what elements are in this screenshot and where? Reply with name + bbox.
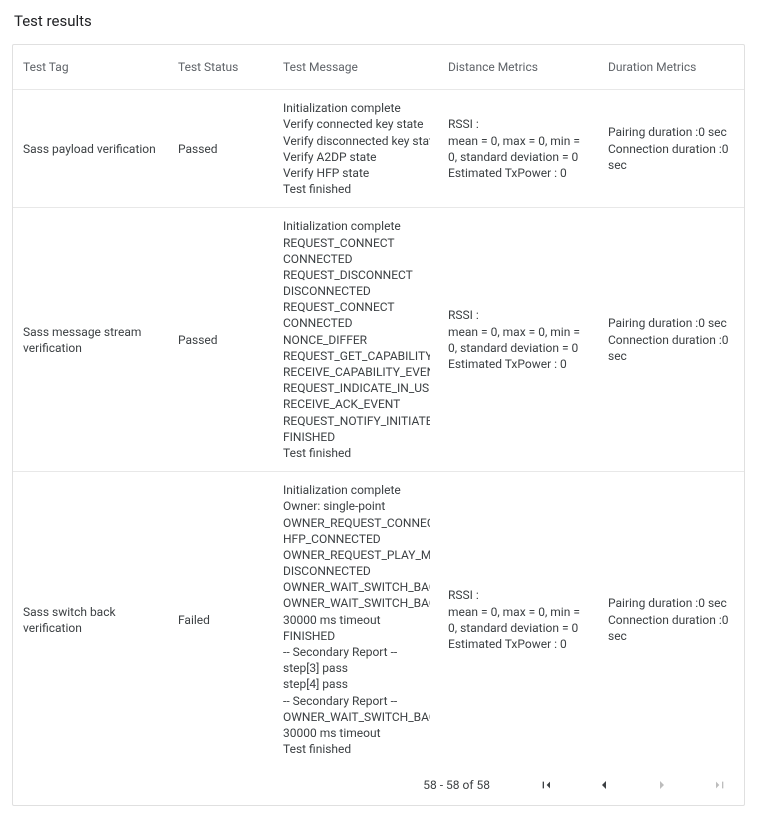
first-page-icon bbox=[538, 777, 554, 793]
col-test-tag: Test Tag bbox=[13, 45, 168, 90]
message-line: DISCONNECTED bbox=[283, 563, 430, 579]
message-line: Test finished bbox=[283, 181, 430, 197]
cell-test-tag: Sass switch back verification bbox=[13, 472, 168, 768]
message-line: OWNER_WAIT_SWITCH_BACK bbox=[283, 709, 430, 725]
distance-line: mean = 0, max = 0, min = 0, standard dev… bbox=[448, 133, 590, 165]
table-row: Sass switch back verificationFailedIniti… bbox=[13, 472, 744, 768]
message-line: OWNER_WAIT_SWITCH_BACK bbox=[283, 579, 430, 595]
cell-test-message: Initialization completeREQUEST_CONNECTCO… bbox=[273, 208, 438, 472]
message-line: OWNER_REQUEST_CONNECT bbox=[283, 515, 430, 531]
distance-line: mean = 0, max = 0, min = 0, standard dev… bbox=[448, 604, 590, 636]
message-line: REQUEST_DISCONNECT bbox=[283, 267, 430, 283]
message-line: 30000 ms timeout bbox=[283, 612, 430, 628]
message-line: FINISHED bbox=[283, 628, 430, 644]
distance-line: Estimated TxPower : 0 bbox=[448, 165, 590, 181]
col-test-message: Test Message bbox=[273, 45, 438, 90]
duration-line: Connection duration :0 sec bbox=[608, 332, 736, 364]
cell-distance-metrics: RSSI :mean = 0, max = 0, min = 0, standa… bbox=[438, 208, 598, 472]
page-title: Test results bbox=[14, 12, 745, 30]
message-line: -- Secondary Report -- bbox=[283, 693, 430, 709]
cell-duration-metrics: Pairing duration :0 secConnection durati… bbox=[598, 90, 744, 208]
cell-test-tag: Sass message stream verification bbox=[13, 208, 168, 472]
message-line: step[3] pass bbox=[283, 660, 430, 676]
message-line: REQUEST_GET_CAPABILITY bbox=[283, 348, 430, 364]
cell-distance-metrics: RSSI :mean = 0, max = 0, min = 0, standa… bbox=[438, 472, 598, 768]
cell-test-message: Initialization completeOwner: single-poi… bbox=[273, 472, 438, 768]
cell-test-status: Passed bbox=[168, 90, 273, 208]
message-line: Initialization complete bbox=[283, 482, 430, 498]
message-line: REQUEST_CONNECT bbox=[283, 299, 430, 315]
distance-line: RSSI : bbox=[448, 116, 590, 132]
message-line: step[4] pass bbox=[283, 676, 430, 692]
distance-line: RSSI : bbox=[448, 307, 590, 323]
message-line: Test finished bbox=[283, 445, 430, 461]
message-line: 30000 ms timeout bbox=[283, 725, 430, 741]
cell-test-status: Passed bbox=[168, 208, 273, 472]
col-duration: Duration Metrics bbox=[598, 45, 744, 90]
message-line: REQUEST_CONNECT bbox=[283, 235, 430, 251]
message-line: REQUEST_NOTIFY_INITIATED_ bbox=[283, 413, 430, 429]
message-line: Owner: single-point bbox=[283, 498, 430, 514]
message-line: Verify connected key state bbox=[283, 116, 430, 132]
table-row: Sass payload verificationPassedInitializ… bbox=[13, 90, 744, 208]
results-panel: Test Tag Test Status Test Message Distan… bbox=[12, 44, 745, 806]
cell-test-message: Initialization completeVerify connected … bbox=[273, 90, 438, 208]
message-line: RECEIVE_ACK_EVENT bbox=[283, 396, 430, 412]
message-line: NONCE_DIFFER bbox=[283, 332, 430, 348]
message-line: REQUEST_INDICATE_IN_USE_ bbox=[283, 380, 430, 396]
table-row: Sass message stream verificationPassedIn… bbox=[13, 208, 744, 472]
distance-line: Estimated TxPower : 0 bbox=[448, 356, 590, 372]
last-page-icon bbox=[712, 777, 728, 793]
message-line: Verify HFP state bbox=[283, 165, 430, 181]
chevron-left-icon bbox=[596, 777, 612, 793]
distance-line: mean = 0, max = 0, min = 0, standard dev… bbox=[448, 324, 590, 356]
message-line: -- Secondary Report -- bbox=[283, 644, 430, 660]
message-line: OWNER_REQUEST_PLAY_MED bbox=[283, 547, 430, 563]
message-line: Verify disconnected key state bbox=[283, 133, 430, 149]
message-line: DISCONNECTED bbox=[283, 283, 430, 299]
results-table: Test Tag Test Status Test Message Distan… bbox=[13, 45, 744, 767]
distance-line: RSSI : bbox=[448, 587, 590, 603]
message-line: RECEIVE_CAPABILITY_EVENT bbox=[283, 364, 430, 380]
message-line: Initialization complete bbox=[283, 100, 430, 116]
pager-last-button bbox=[710, 775, 730, 795]
pager: 58 - 58 of 58 bbox=[13, 767, 744, 805]
message-line: CONNECTED bbox=[283, 251, 430, 267]
duration-line: Pairing duration :0 sec bbox=[608, 595, 736, 611]
cell-duration-metrics: Pairing duration :0 secConnection durati… bbox=[598, 208, 744, 472]
cell-test-status: Failed bbox=[168, 472, 273, 768]
pager-first-button[interactable] bbox=[536, 775, 556, 795]
message-line: OWNER_WAIT_SWITCH_BACK bbox=[283, 595, 430, 611]
duration-line: Connection duration :0 sec bbox=[608, 612, 736, 644]
pager-range: 58 - 58 of 58 bbox=[423, 778, 490, 792]
cell-duration-metrics: Pairing duration :0 secConnection durati… bbox=[598, 472, 744, 768]
message-line: Verify A2DP state bbox=[283, 149, 430, 165]
message-line: Initialization complete bbox=[283, 218, 430, 234]
cell-distance-metrics: RSSI :mean = 0, max = 0, min = 0, standa… bbox=[438, 90, 598, 208]
message-line: Test finished bbox=[283, 741, 430, 757]
table-header-row: Test Tag Test Status Test Message Distan… bbox=[13, 45, 744, 90]
pager-prev-button[interactable] bbox=[594, 775, 614, 795]
col-distance: Distance Metrics bbox=[438, 45, 598, 90]
col-test-status: Test Status bbox=[168, 45, 273, 90]
distance-line: Estimated TxPower : 0 bbox=[448, 636, 590, 652]
message-line: FINISHED bbox=[283, 429, 430, 445]
pager-next-button bbox=[652, 775, 672, 795]
message-line: HFP_CONNECTED bbox=[283, 531, 430, 547]
message-line: CONNECTED bbox=[283, 315, 430, 331]
duration-line: Pairing duration :0 sec bbox=[608, 124, 736, 140]
duration-line: Connection duration :0 sec bbox=[608, 141, 736, 173]
duration-line: Pairing duration :0 sec bbox=[608, 315, 736, 331]
cell-test-tag: Sass payload verification bbox=[13, 90, 168, 208]
chevron-right-icon bbox=[654, 777, 670, 793]
